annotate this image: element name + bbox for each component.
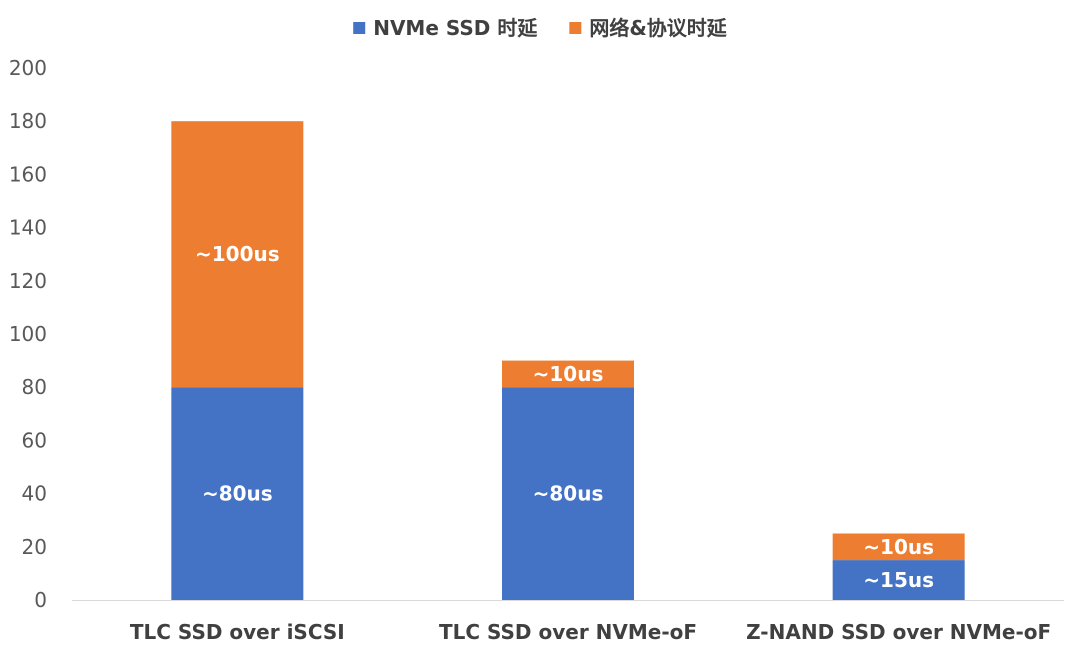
y-tick-label: 40 [22, 482, 47, 506]
bar-segment [832, 533, 965, 561]
data-label: ~10us [533, 362, 604, 386]
data-label: ~15us [863, 568, 934, 592]
bar-segment [502, 387, 634, 600]
bar-segment [502, 360, 634, 388]
y-tick-label: 100 [9, 322, 47, 346]
y-tick-label: 60 [22, 428, 47, 452]
data-label: ~10us [863, 535, 934, 559]
data-label: ~80us [202, 482, 273, 506]
y-axis: 0 20 40 60 80 100 120 140 160 180 200 [9, 56, 47, 612]
legend-label: NVMe SSD 时延 [373, 16, 538, 40]
bar-segment [832, 560, 965, 600]
data-label: ~80us [533, 482, 604, 506]
legend-label: 网络&协议时延 [589, 16, 727, 40]
y-tick-label: 200 [9, 56, 47, 80]
y-tick-label: 180 [9, 109, 47, 133]
y-tick-label: 20 [22, 535, 47, 559]
y-tick-label: 140 [9, 216, 47, 240]
legend: NVMe SSD 时延 网络&协议时延 [353, 16, 728, 40]
legend-swatch [353, 22, 366, 34]
y-tick-label: 0 [34, 588, 47, 612]
y-tick-label: 120 [9, 269, 47, 293]
bars [171, 121, 965, 600]
x-category-label: TLC SSD over NVMe-oF [439, 620, 697, 644]
data-label: ~100us [195, 242, 280, 266]
bar-segment [171, 387, 304, 600]
x-category-label: TLC SSD over iSCSI [130, 620, 345, 644]
y-tick-label: 160 [9, 162, 47, 186]
x-category-label: Z-NAND SSD over NVMe-oF [746, 620, 1051, 644]
y-tick-label: 80 [22, 375, 47, 399]
legend-swatch [569, 22, 582, 34]
bar-segment [171, 121, 304, 388]
data-labels: ~80us ~100us ~80us ~10us ~15us ~10us [195, 242, 934, 592]
x-axis: TLC SSD over iSCSI TLC SSD over NVMe-oF Z-… [72, 600, 1064, 644]
